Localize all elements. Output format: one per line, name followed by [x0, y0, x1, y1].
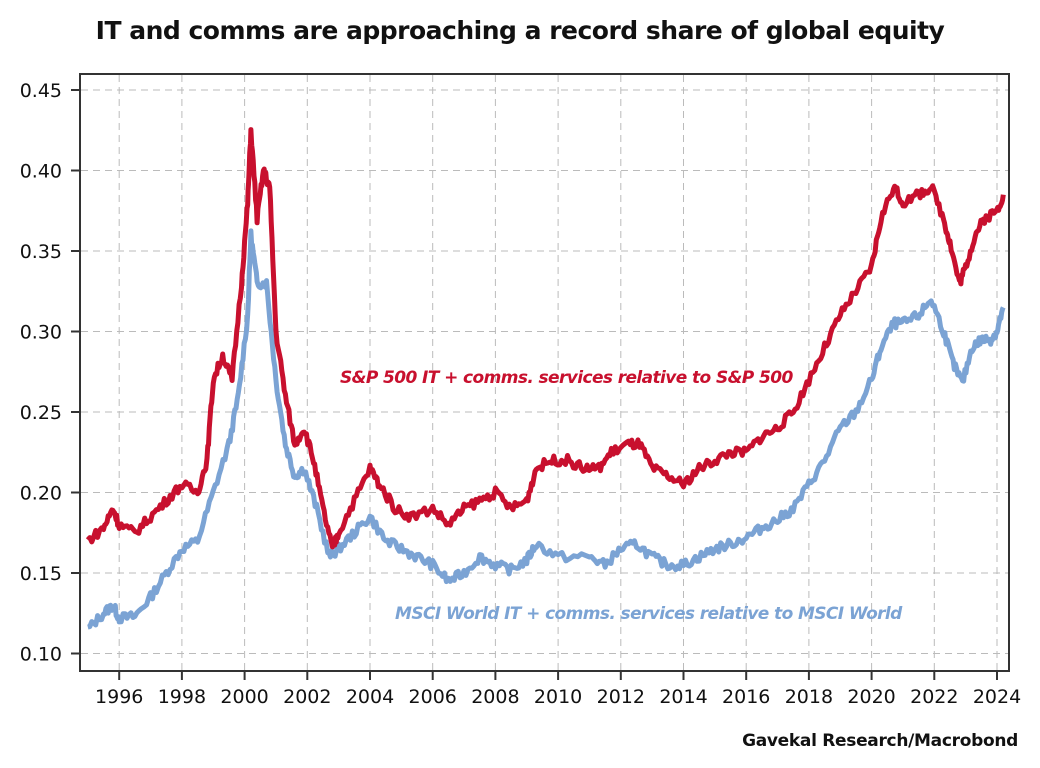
y-tick-label: 0.30 — [20, 322, 62, 344]
x-tick-label: 2002 — [283, 686, 331, 708]
plot-frame — [79, 73, 1010, 672]
x-tick-label: 2006 — [409, 686, 457, 708]
series-line-sp500 — [85, 127, 1006, 550]
x-tick-label: 2020 — [847, 686, 895, 708]
x-tick-label: 2018 — [785, 686, 833, 708]
y-tick-label: 0.20 — [20, 483, 62, 505]
series-line-msci — [87, 228, 1006, 630]
x-tick-label: 2012 — [597, 686, 645, 708]
grid — [81, 75, 1008, 670]
y-tick-label: 0.35 — [20, 241, 62, 263]
x-tick-label: 2004 — [346, 686, 394, 708]
x-tick-label: 1996 — [95, 686, 143, 708]
y-tick-label: 0.10 — [20, 644, 62, 666]
x-tick-label: 2022 — [910, 686, 958, 708]
x-tick-label: 2000 — [220, 686, 268, 708]
series-group — [85, 127, 1006, 630]
y-tick-label: 0.40 — [20, 161, 62, 183]
chart-title: IT and comms are approaching a record sh… — [95, 16, 945, 45]
x-tick-label: 2014 — [659, 686, 707, 708]
y-tick-label: 0.45 — [20, 80, 62, 102]
annotation-sp500: S&P 500 IT + comms. services relative to… — [340, 368, 793, 388]
annotation-msci: MSCI World IT + comms. services relative… — [395, 604, 903, 624]
x-tick-label: 2016 — [722, 686, 770, 708]
y-tick-label: 0.15 — [20, 563, 62, 585]
x-tick-label: 2008 — [471, 686, 519, 708]
ticks: 1996 1998 2000 2002 2004 2006 2008 2010 2012 2014… — [20, 80, 1021, 708]
source-note: Gavekal Research/Macrobond — [742, 731, 1018, 751]
x-tick-label: 2010 — [534, 686, 582, 708]
y-tick-label: 0.25 — [20, 402, 62, 424]
x-tick-label: 2024 — [973, 686, 1021, 708]
x-tick-label: 1998 — [158, 686, 206, 708]
